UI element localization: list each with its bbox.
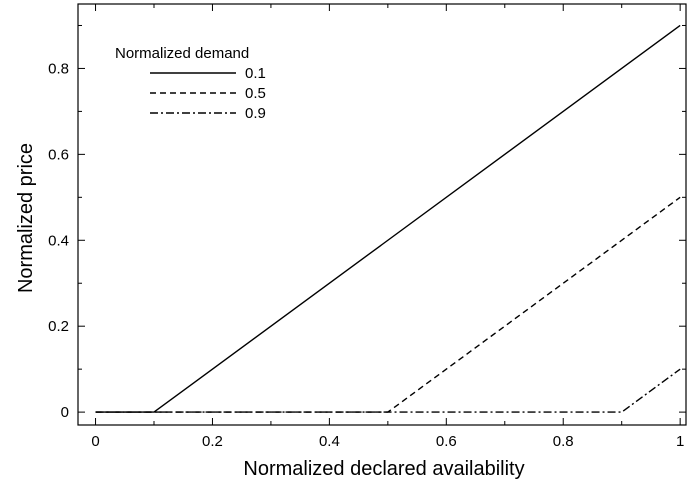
legend-label: 0.5 [245,85,266,102]
legend-title: Normalized demand [115,45,249,62]
y-tick-label: 0.2 [48,318,69,335]
x-tick-label: 0 [91,433,99,450]
legend-label: 0.1 [245,65,266,82]
legend-label: 0.9 [245,105,266,122]
x-tick-label: 0.2 [202,433,223,450]
y-tick-label: 0.8 [48,60,69,77]
legend: Normalized demand 0.1 0.5 0.9 [115,45,266,122]
x-axis-title: Normalized declared availability [243,458,524,480]
series-line-0.1 [95,24,681,413]
plot-border [77,3,687,426]
x-axis: 0 0.2 0.4 0.6 0.8 1 [91,4,684,450]
y-tick-label: 0.4 [48,232,69,249]
y-axis: 0 0.2 0.4 0.6 0.8 [48,24,686,421]
series-line-0.5 [95,196,681,413]
plot-frame [77,3,687,426]
x-tick-label: 1 [676,433,684,450]
x-tick-label: 0.8 [553,433,574,450]
y-tick-label: 0 [61,404,69,421]
x-tick-label: 0.4 [319,433,340,450]
y-axis-title: Normalized price [15,143,37,293]
y-tick-label: 0.6 [48,146,69,163]
x-tick-label: 0.6 [436,433,457,450]
series-layer [95,24,681,413]
